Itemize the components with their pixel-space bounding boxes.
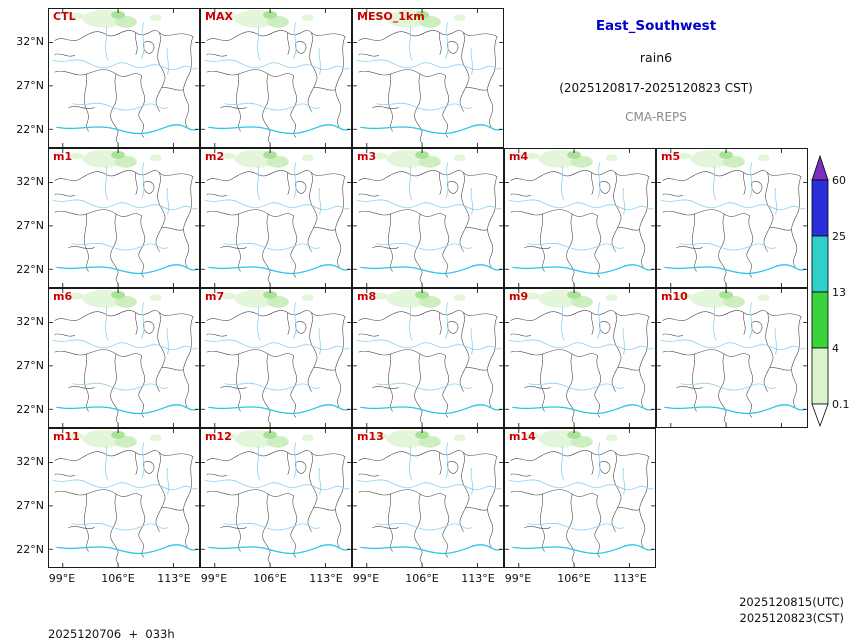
panel-label: m5 [661,150,681,163]
map-canvas [49,149,199,287]
y-axis-label: 27°N [16,219,44,232]
map-canvas [201,149,351,287]
map-canvas [353,149,503,287]
map-panel: MAX [200,8,352,148]
panel-label: m14 [509,430,536,443]
panel-label: m11 [53,430,80,443]
panel-label: m1 [53,150,73,163]
panel-label: CTL [53,10,76,23]
x-axis-label: 99°E [200,572,228,585]
panel-label: m12 [205,430,232,443]
model-title: CMA-REPS [625,110,687,124]
map-panel: m4 [504,148,656,288]
panel-label: m13 [357,430,384,443]
map-canvas [201,9,351,147]
colorbar-label-4: 4 [832,342,839,355]
colorbar-label-13: 13 [832,286,846,299]
map-canvas [353,429,503,567]
variable-title: rain6 [639,50,673,65]
panel-label: MESO_1km [357,10,425,23]
panel-label: m2 [205,150,225,163]
y-axis-label: 32°N [16,175,44,188]
x-axis-label: 106°E [557,572,591,585]
colorbar-segment-25-60 [811,179,829,237]
valid-times: 2025120815(UTC) 2025120823(CST) [739,594,844,626]
y-axis-label: 22°N [16,543,44,556]
map-canvas [353,9,503,147]
colorbar-label-0.1: 0.1 [832,398,850,411]
colorbar-segment-4-13 [811,291,829,349]
map-panel: CTL [48,8,200,148]
x-axis-label: 113°E [157,572,191,585]
map-panel: m8 [352,288,504,428]
y-axis-label: 27°N [16,499,44,512]
map-canvas [657,289,807,427]
colorbar-over-triangle [811,154,829,181]
map-panel: m12 [200,428,352,568]
map-canvas [505,289,655,427]
y-axis-label: 32°N [16,455,44,468]
y-axis-label: 32°N [16,35,44,48]
period-title: (2025120817-2025120823 CST) [559,81,753,95]
map-canvas [353,289,503,427]
panel-label: m3 [357,150,377,163]
colorbar-label-25: 25 [832,230,846,243]
x-axis-label: 113°E [613,572,647,585]
map-panel: m10 [656,288,808,428]
map-panel: MESO_1km [352,8,504,148]
map-panel: m3 [352,148,504,288]
panel-label: m9 [509,290,529,303]
y-axis-label: 32°N [16,315,44,328]
map-panel: m11 [48,428,200,568]
map-panel: m9 [504,288,656,428]
panel-label: m8 [357,290,377,303]
x-axis-label: 106°E [405,572,439,585]
valid-time-utc: 2025120815(UTC) [739,595,844,609]
y-axis-label: 22°N [16,403,44,416]
panel-label: m6 [53,290,73,303]
map-canvas [505,429,655,567]
map-canvas [49,289,199,427]
map-canvas [201,429,351,567]
map-panel: m1 [48,148,200,288]
y-axis-label: 22°N [16,123,44,136]
x-axis-label: 106°E [101,572,135,585]
x-axis-label: 99°E [352,572,380,585]
map-panel: m7 [200,288,352,428]
map-canvas [201,289,351,427]
map-canvas [505,149,655,287]
title-block: East_Southwest rain6 (2025120817-2025120… [508,18,804,124]
colorbar-segment-13-25 [811,235,829,293]
map-panel: m13 [352,428,504,568]
map-panel: m6 [48,288,200,428]
y-axis-label: 27°N [16,359,44,372]
x-axis-label: 106°E [253,572,287,585]
x-axis-label: 113°E [309,572,343,585]
panel-label: m10 [661,290,688,303]
map-canvas [657,149,807,287]
init-time-line1: 2025120706 + 033h [48,627,175,641]
map-panel: m2 [200,148,352,288]
y-axis-label: 27°N [16,79,44,92]
panel-label: m4 [509,150,529,163]
colorbar: 60 25 13 4 0.1 [811,154,850,428]
colorbar-label-60: 60 [832,174,846,187]
map-canvas [49,429,199,567]
x-axis-label: 99°E [504,572,532,585]
x-axis-label: 99°E [48,572,76,585]
panel-label: m7 [205,290,225,303]
colorbar-segment-0.1-4 [811,347,829,405]
init-times: 2025120706 + 033h 2025120714 + 033h [48,594,175,641]
x-axis-label: 113°E [461,572,495,585]
experiment-title: East_Southwest [595,18,717,34]
valid-time-cst: 2025120823(CST) [739,611,845,625]
colorbar-under-triangle [811,403,829,428]
map-panel: m5 [656,148,808,288]
map-panel: m14 [504,428,656,568]
map-canvas [49,9,199,147]
panel-label: MAX [205,10,233,23]
y-axis-label: 22°N [16,263,44,276]
